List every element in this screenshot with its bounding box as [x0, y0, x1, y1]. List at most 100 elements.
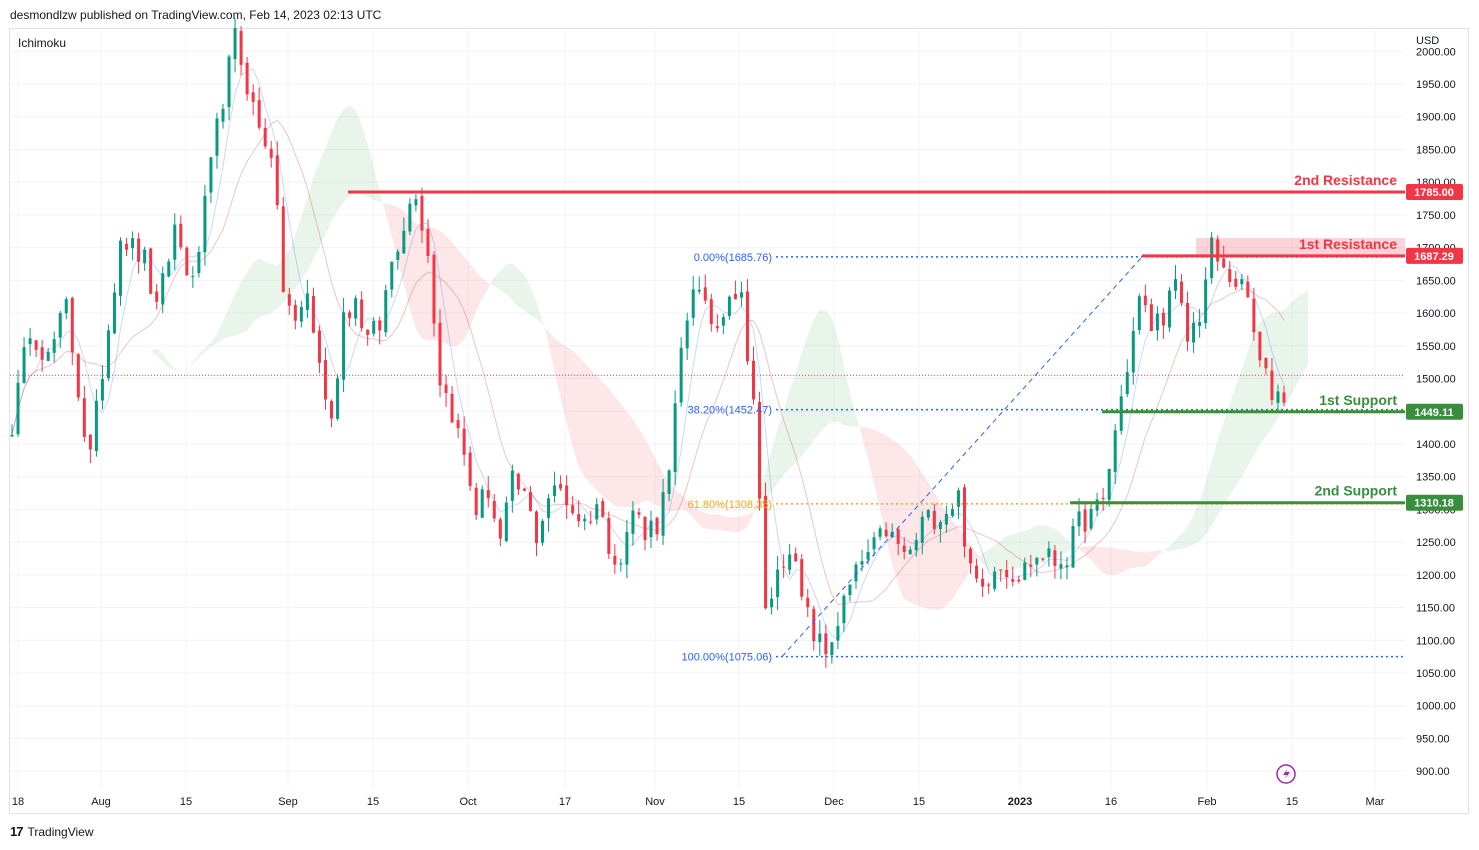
- price-axis[interactable]: 900.00 950.00 1000.00 1050.00 1100.00 1150.00…: [1406, 35, 1463, 778]
- candle-body: [257, 99, 261, 128]
- candle-body: [842, 595, 846, 624]
- candle-body: [1005, 569, 1009, 578]
- cloud-segment: [548, 331, 555, 373]
- cloud-segment: [904, 449, 911, 603]
- cloud-segment: [759, 471, 766, 507]
- cloud-segment: [1241, 350, 1248, 477]
- candle-body: [414, 199, 418, 206]
- candle-body: [420, 196, 424, 231]
- cloud-segment: [433, 227, 441, 341]
- candle-body: [215, 118, 219, 156]
- candle-body: [390, 261, 394, 290]
- candle-body: [293, 304, 297, 321]
- cloud-segment: [855, 415, 863, 438]
- time-tick-label: 17: [559, 796, 571, 808]
- candle-body: [76, 354, 80, 398]
- indicator-label[interactable]: Ichimoku: [18, 36, 67, 50]
- fibonacci-retracement: 0.00%(1685.76) 38.20%(1452.47) 61.80%(1308…: [681, 252, 1405, 664]
- candle-body: [245, 62, 249, 95]
- lightning-icon[interactable]: [1276, 764, 1296, 784]
- candle-body: [565, 485, 569, 506]
- candle-body: [233, 28, 237, 60]
- candle-body: [1173, 279, 1177, 291]
- candle-body: [1011, 579, 1015, 582]
- candle-body: [474, 487, 478, 515]
- cloud-segment: [440, 230, 447, 344]
- cloud-segment: [711, 514, 718, 530]
- candle-body: [161, 273, 165, 305]
- candle-body: [1143, 295, 1147, 306]
- time-axis[interactable]: 18 Aug 15 Sep 15 Oct 17 Nov 15 Dec 15 2023 16 Feb 15 Ma…: [12, 796, 1385, 808]
- price-tick-label: 1400.00: [1416, 439, 1456, 451]
- cloud-segment: [1169, 539, 1176, 551]
- candle-body: [962, 487, 966, 547]
- cloud-segment: [596, 376, 603, 496]
- cloud-segment: [186, 362, 193, 369]
- cloud-segment: [1253, 322, 1260, 456]
- candle-body: [1228, 269, 1232, 283]
- cloud-segment: [572, 350, 579, 467]
- candle-body: [1107, 468, 1111, 500]
- cloud-segment: [1302, 289, 1309, 375]
- cloud-segment: [994, 540, 1001, 577]
- cloud-segment: [602, 382, 609, 501]
- cloud-segment: [452, 241, 459, 346]
- cloud-segment: [1229, 385, 1236, 496]
- time-tick-label: 15: [180, 796, 192, 808]
- candle-body: [697, 289, 701, 292]
- publication-header: desmondlzw published on TradingView.com,…: [10, 8, 382, 22]
- time-tick-label: 2023: [1008, 796, 1032, 808]
- candle-body: [1258, 331, 1262, 361]
- candle-body: [631, 510, 635, 534]
- cloud-segment: [536, 302, 543, 325]
- candle-body: [100, 378, 104, 401]
- candle-body: [305, 293, 309, 310]
- candle-body: [263, 127, 267, 147]
- cloud-segment: [651, 450, 658, 507]
- cloud-segment: [632, 419, 639, 507]
- time-tick-label: Dec: [824, 796, 844, 808]
- candle-body: [601, 501, 605, 517]
- cloud-segment: [1018, 531, 1025, 569]
- cloud-segment: [1181, 526, 1188, 550]
- cloud-segment: [976, 553, 983, 564]
- cloud-segment: [687, 500, 694, 518]
- time-tick-label: 18: [12, 796, 24, 808]
- cloud-segment: [391, 204, 398, 260]
- candle-body: [372, 321, 376, 334]
- candle-body: [137, 238, 141, 262]
- candle-body: [866, 551, 870, 560]
- level-label: 1st Resistance: [1299, 236, 1397, 252]
- price-tag-text: 1310.18: [1414, 498, 1454, 510]
- cloud-segment: [343, 105, 350, 203]
- cloud-segment: [192, 353, 199, 365]
- candle-body: [498, 519, 502, 539]
- candle-body: [1246, 281, 1250, 298]
- candle-body: [739, 292, 743, 298]
- price-tag-text: 1687.29: [1414, 251, 1454, 263]
- cloud-segment: [132, 357, 139, 363]
- candle-body: [378, 320, 382, 331]
- candle-body: [1131, 330, 1135, 373]
- candle-body: [969, 548, 973, 564]
- cloud-segment: [355, 109, 362, 195]
- tradingview-brand[interactable]: 17 TradingView: [10, 824, 94, 839]
- candle-body: [758, 402, 762, 499]
- cloud-segment: [470, 264, 477, 327]
- candle-body: [643, 516, 647, 541]
- cloud-segment: [916, 463, 923, 608]
- price-tick-label: 1600.00: [1416, 308, 1456, 320]
- cloud-segment: [506, 263, 513, 301]
- brand-name: TradingView: [27, 824, 94, 839]
- cloud-segment: [988, 545, 995, 576]
- candle-body: [938, 522, 942, 530]
- price-tick-label: 900.00: [1416, 766, 1450, 778]
- price-tick-label: 1250.00: [1416, 537, 1456, 549]
- cloud-segment: [735, 515, 742, 533]
- candle-body: [28, 338, 32, 345]
- cloud-segment: [204, 342, 211, 353]
- cloud-segment: [277, 259, 284, 310]
- candle-body: [492, 500, 496, 519]
- candle-body: [944, 513, 948, 525]
